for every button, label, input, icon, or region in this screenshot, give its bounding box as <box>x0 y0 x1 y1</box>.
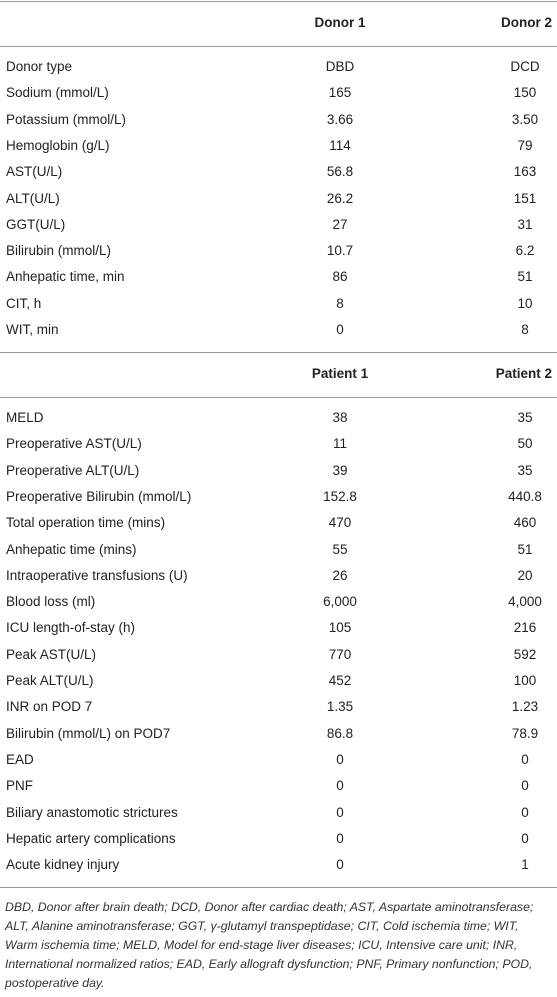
cell-value: 78.9 <box>511 725 539 741</box>
cell-value: 0 <box>336 857 344 873</box>
row-label: Sodium (mmol/L) <box>6 85 109 101</box>
row-label: INR on POD 7 <box>6 699 93 715</box>
cell-value: 35 <box>517 462 533 478</box>
row-label: WIT, min <box>6 322 59 337</box>
row-label: Hepatic artery complications <box>6 830 176 846</box>
column-header: Donor 1 <box>314 15 366 30</box>
rule <box>0 397 557 398</box>
rule <box>0 46 557 47</box>
row-label: GGT(U/L) <box>6 216 66 232</box>
cell-value: 1.23 <box>511 699 539 715</box>
row-label: Hemoglobin (g/L) <box>6 137 110 153</box>
cell-value: 440.8 <box>508 488 542 504</box>
footnote: DBD, Donor after brain death; DCD, Donor… <box>5 900 534 990</box>
cell-value: 26.2 <box>326 190 354 206</box>
cell-value: 0 <box>521 830 529 846</box>
row-label: Preoperative AST(U/L) <box>6 436 142 452</box>
cell-value: 100 <box>513 673 537 688</box>
cell-value: 151 <box>513 190 537 206</box>
row-label: Donor type <box>6 59 73 74</box>
cell-value: 163 <box>513 164 537 180</box>
row-label: PNF <box>6 778 33 794</box>
row-label: Peak ALT(U/L) <box>6 673 94 688</box>
cell-value: 6,000 <box>323 594 357 610</box>
cell-value: 770 <box>328 646 352 662</box>
cell-value: 3.66 <box>326 111 354 127</box>
row-label: Blood loss (ml) <box>6 594 96 610</box>
cell-value: 0 <box>336 751 344 767</box>
cell-value: 26 <box>332 567 348 583</box>
row-label: ALT(U/L) <box>6 190 60 206</box>
row-label: Intraoperative transfusions (U) <box>6 567 188 583</box>
cell-value: 39 <box>332 462 348 478</box>
cell-value: 56.8 <box>326 164 354 180</box>
cell-value: 27 <box>332 216 348 232</box>
cell-value: DBD <box>325 59 355 74</box>
row-label: Peak AST(U/L) <box>6 646 97 662</box>
cell-value: 10.7 <box>326 243 354 259</box>
cell-value: 0 <box>336 830 344 846</box>
cell-value: 79 <box>517 137 533 153</box>
cell-value: 0 <box>336 778 344 794</box>
column-header: Patient 1 <box>311 366 369 381</box>
row-label: CIT, h <box>6 295 42 311</box>
cell-value: 470 <box>328 515 352 531</box>
row-label: Anhepatic time (mins) <box>6 541 137 557</box>
row-label: Preoperative ALT(U/L) <box>6 462 140 478</box>
cell-value: 105 <box>328 620 352 636</box>
cell-value: 0 <box>521 751 529 767</box>
cell-value: 216 <box>513 620 537 636</box>
cell-value: 1 <box>521 857 529 873</box>
row-label: Acute kidney injury <box>6 857 120 873</box>
cell-value: 6.2 <box>515 243 535 259</box>
cell-value: 31 <box>517 216 533 232</box>
cell-value: 452 <box>328 673 352 688</box>
cell-value: 51 <box>517 541 533 557</box>
row-label: EAD <box>6 751 34 767</box>
cell-value: 50 <box>517 436 533 452</box>
cell-value: 55 <box>332 541 348 557</box>
cell-value: 38 <box>332 410 348 425</box>
cell-value: 150 <box>513 85 537 101</box>
column-header: Donor 2 <box>500 15 552 30</box>
row-label: Preoperative Bilirubin (mmol/L) <box>6 488 192 504</box>
cell-value: 592 <box>513 646 537 662</box>
rule <box>0 352 557 353</box>
rule <box>0 887 557 889</box>
cell-value: 165 <box>328 85 352 101</box>
cell-value: 51 <box>517 269 533 285</box>
cell-value: DCD <box>510 59 540 74</box>
row-label: Bilirubin (mmol/L) on POD7 <box>6 725 171 741</box>
cell-value: 460 <box>513 515 537 531</box>
row-label: Bilirubin (mmol/L) <box>6 243 112 259</box>
cell-value: 0 <box>521 804 529 820</box>
cell-value: 0 <box>336 804 344 820</box>
rule <box>0 1 557 2</box>
cell-value: 86 <box>332 269 348 285</box>
row-label: MELD <box>6 410 44 425</box>
cell-value: 1.35 <box>326 699 354 715</box>
cell-value: 11 <box>332 436 347 452</box>
row-label: AST(U/L) <box>6 164 63 180</box>
row-label: Biliary anastomotic strictures <box>6 804 178 820</box>
cell-value: 20 <box>517 567 533 583</box>
cell-value: 152.8 <box>323 488 357 504</box>
row-label: Potassium (mmol/L) <box>6 111 127 127</box>
cell-value: 0 <box>521 778 529 794</box>
cell-value: 10 <box>517 295 533 311</box>
cell-value: 0 <box>336 322 344 337</box>
cell-value: 4,000 <box>508 594 542 610</box>
row-label: ICU length-of-stay (h) <box>6 620 136 636</box>
cell-value: 35 <box>517 410 533 425</box>
row-label: Total operation time (mins) <box>6 515 166 531</box>
cell-value: 3.50 <box>511 111 539 127</box>
cell-value: 114 <box>329 137 351 153</box>
row-label: Anhepatic time, min <box>6 269 125 285</box>
cell-value: 8 <box>336 295 344 311</box>
column-header: Patient 2 <box>495 366 552 381</box>
cell-value: 86.8 <box>326 725 354 741</box>
cell-value: 8 <box>521 322 529 337</box>
